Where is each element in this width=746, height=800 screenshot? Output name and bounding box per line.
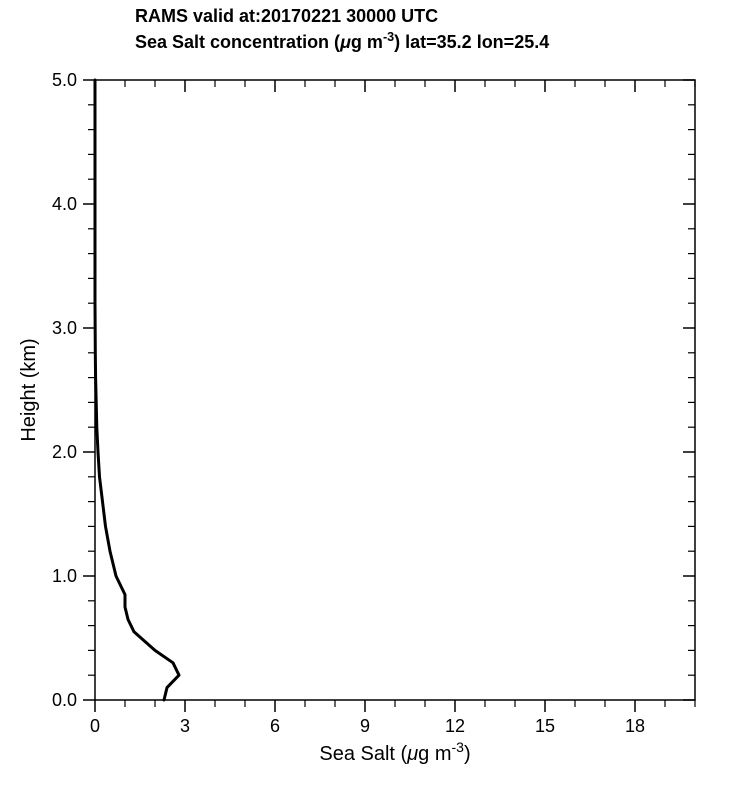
y-tick-label: 0.0: [52, 690, 77, 710]
chart-title-line1: RAMS valid at:20170221 30000 UTC: [135, 6, 438, 26]
profile-chart: 0 3 6 9 12 15 18 0.0 1.0 2.0 3.0 4.0 5.0 RAMS valid a…: [0, 0, 746, 800]
y-tick-label: 3.0: [52, 318, 77, 338]
y-tick-label: 2.0: [52, 442, 77, 462]
x-tick-label: 9: [360, 716, 370, 736]
chart-title-line2: Sea Salt concentration (μg m-3) lat=35.2…: [135, 30, 549, 52]
x-tick-label: 3: [180, 716, 190, 736]
y-tick-label: 4.0: [52, 194, 77, 214]
y-tick-label: 5.0: [52, 70, 77, 90]
x-tick-label: 15: [535, 716, 555, 736]
sea-salt-profile-line: [95, 80, 179, 700]
chart-container: 0 3 6 9 12 15 18 0.0 1.0 2.0 3.0 4.0 5.0 RAMS valid a…: [0, 0, 746, 800]
x-tick-label: 18: [625, 716, 645, 736]
x-tick-label: 12: [445, 716, 465, 736]
y-axis-label: Height (km): [18, 338, 40, 441]
plot-border: [95, 80, 695, 700]
x-tick-label: 0: [90, 716, 100, 736]
x-tick-label: 6: [270, 716, 280, 736]
x-axis-label: Sea Salt (μg m-3): [319, 739, 470, 765]
y-tick-label: 1.0: [52, 566, 77, 586]
